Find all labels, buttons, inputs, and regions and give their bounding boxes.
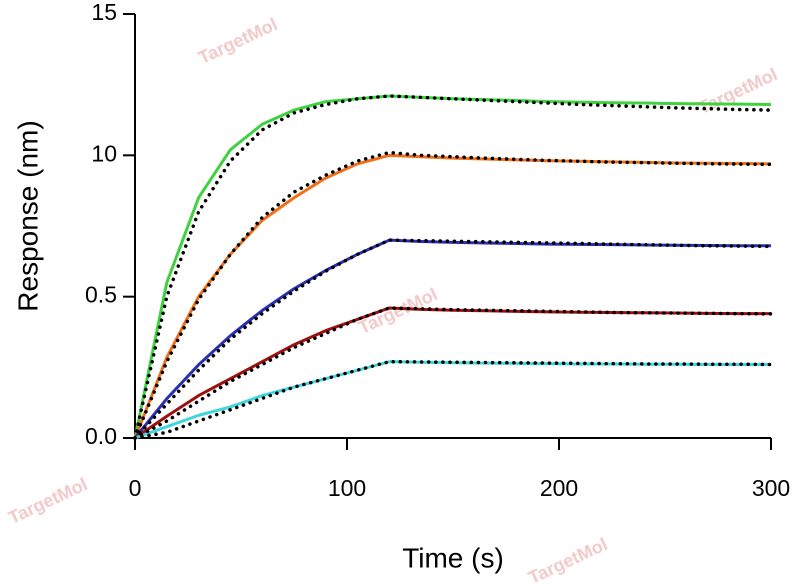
- fit-line: [133, 94, 773, 440]
- x-tick-label: 100: [328, 475, 366, 501]
- fit-line: [133, 238, 773, 440]
- data-line: [133, 153, 772, 439]
- y-tick-label: 0.0: [85, 423, 117, 449]
- y-tick-label: 15: [91, 0, 117, 25]
- y-axis-title: Response (nm): [12, 120, 43, 311]
- x-axis-title: Time (s): [402, 542, 504, 573]
- fit-line: [133, 359, 773, 440]
- y-tick-label: 0.5: [85, 282, 117, 308]
- watermark: TargetMol: [195, 14, 280, 68]
- watermark: TargetMol: [525, 534, 610, 585]
- fit-line: [133, 306, 773, 440]
- data-line: [134, 360, 771, 440]
- y-tick-label: 10: [91, 140, 117, 166]
- data-line: [133, 94, 772, 439]
- fit-line: [133, 150, 773, 440]
- data-line: [133, 238, 771, 439]
- x-tick-label: 200: [540, 475, 578, 501]
- watermark: TargetMol: [5, 474, 90, 528]
- x-tick-label: 300: [752, 475, 790, 501]
- data-line: [134, 306, 771, 440]
- x-tick-label: 0: [129, 475, 142, 501]
